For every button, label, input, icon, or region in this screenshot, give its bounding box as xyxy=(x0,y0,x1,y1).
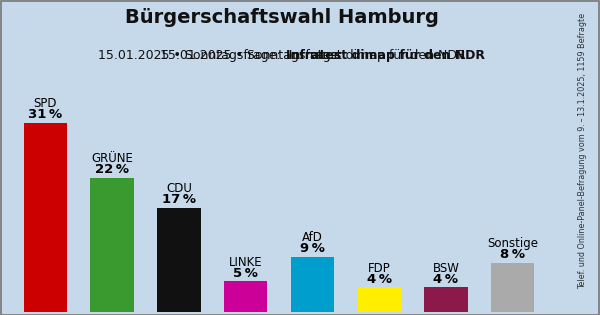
Text: AfD: AfD xyxy=(302,231,323,244)
Text: 15.01.2025 • Sonntagsfrage:  Infratest dimap für den NDR: 15.01.2025 • Sonntagsfrage: Infratest di… xyxy=(98,49,466,62)
Bar xyxy=(23,123,67,312)
Text: Bürgerschaftswahl Hamburg: Bürgerschaftswahl Hamburg xyxy=(125,8,439,27)
Text: 22 %: 22 % xyxy=(95,163,129,176)
Bar xyxy=(290,257,334,312)
Text: 17 %: 17 % xyxy=(162,193,196,206)
Text: Sonstige: Sonstige xyxy=(487,237,538,250)
Bar xyxy=(358,288,401,312)
Text: BSW: BSW xyxy=(433,262,460,275)
Text: SPD: SPD xyxy=(34,97,57,110)
Text: 15.01.2025 • Sonntagsfrage:: 15.01.2025 • Sonntagsfrage: xyxy=(160,49,351,62)
Text: 4 %: 4 % xyxy=(433,273,458,286)
Bar xyxy=(424,288,467,312)
Bar xyxy=(157,208,200,312)
Text: FDP: FDP xyxy=(368,262,391,275)
Text: 4 %: 4 % xyxy=(367,273,392,286)
Text: 9 %: 9 % xyxy=(300,242,325,255)
Text: 8 %: 8 % xyxy=(500,248,525,261)
Text: 5 %: 5 % xyxy=(233,266,258,279)
Bar xyxy=(91,178,134,312)
Text: 31 %: 31 % xyxy=(28,108,62,121)
Text: Telef. und Online-Panel-Befragung vom 9. – 13.1.2025, 1159 Befragte: Telef. und Online-Panel-Befragung vom 9.… xyxy=(578,13,587,289)
Bar xyxy=(491,263,535,312)
Text: CDU: CDU xyxy=(166,182,192,195)
Bar xyxy=(224,281,268,312)
Text: GRÜNE: GRÜNE xyxy=(91,152,133,165)
Text: LINKE: LINKE xyxy=(229,255,262,269)
Text: Infratest dimap für den NDR: Infratest dimap für den NDR xyxy=(286,49,485,62)
